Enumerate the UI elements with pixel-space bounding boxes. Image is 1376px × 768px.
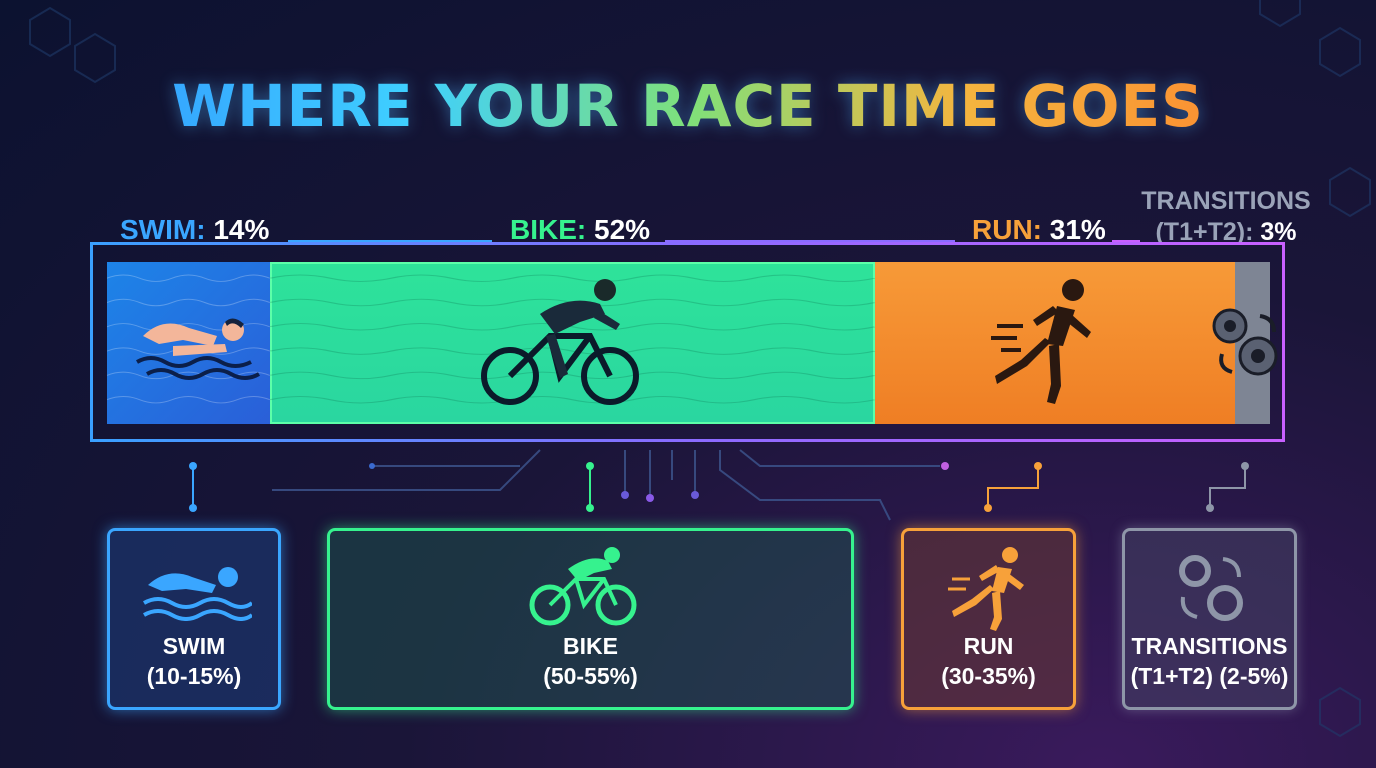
card-bike-range: (50-55%) [543, 663, 638, 689]
transitions-label-sub: (T1+T2): [1155, 218, 1254, 246]
bar-segment-swim [107, 262, 270, 424]
bar-segment-bike [269, 262, 875, 424]
cyclist-icon [480, 279, 639, 405]
run-bar-label: RUN: 31% [972, 214, 1106, 246]
card-swim: SWIM (10-15%) [107, 528, 281, 710]
card-run: RUN (30-35%) [901, 528, 1076, 710]
gears-icon [1212, 308, 1278, 376]
runner-icon [948, 547, 1024, 631]
card-bike-title: BIKE [563, 633, 618, 659]
bike-bar-label: BIKE: 52% [510, 214, 650, 246]
card-swim-range: (10-15%) [146, 663, 242, 689]
card-transitions-range: (T1+T2) (2-5%) [1130, 663, 1289, 689]
stacked-bar [107, 262, 1270, 424]
transitions-bar-label: TRANSITIONS (T1+T2): 3% [1128, 186, 1324, 248]
card-run-range: (30-35%) [941, 663, 1036, 689]
card-bike: BIKE (50-55%) [327, 528, 854, 710]
bike-label-value: 52% [594, 214, 651, 245]
swimmer-icon [136, 318, 260, 380]
bike-label-name: BIKE: [510, 214, 587, 245]
card-run-title: RUN [963, 633, 1014, 659]
cyclist-icon [529, 547, 637, 626]
card-transitions-title: TRANSITIONS [1131, 633, 1288, 659]
gears-icon [1179, 555, 1243, 621]
run-label-value: 31% [1049, 214, 1106, 245]
runner-icon [990, 279, 1091, 404]
bar-segment-run [874, 262, 1236, 424]
swim-bar-label: SWIM: 14% [120, 214, 269, 246]
card-swim-title: SWIM [162, 633, 226, 659]
card-transitions: TRANSITIONS (T1+T2) (2-5%) [1122, 528, 1297, 710]
chart-title: WHERE YOUR RACE TIME GOES [0, 72, 1376, 140]
transitions-label-name: TRANSITIONS [1141, 187, 1311, 215]
run-label-name: RUN: [972, 214, 1042, 245]
transitions-label-value: 3% [1260, 218, 1297, 246]
swimmer-icon [143, 567, 252, 621]
swim-label-name: SWIM: [120, 214, 206, 245]
swim-label-value: 14% [213, 214, 270, 245]
